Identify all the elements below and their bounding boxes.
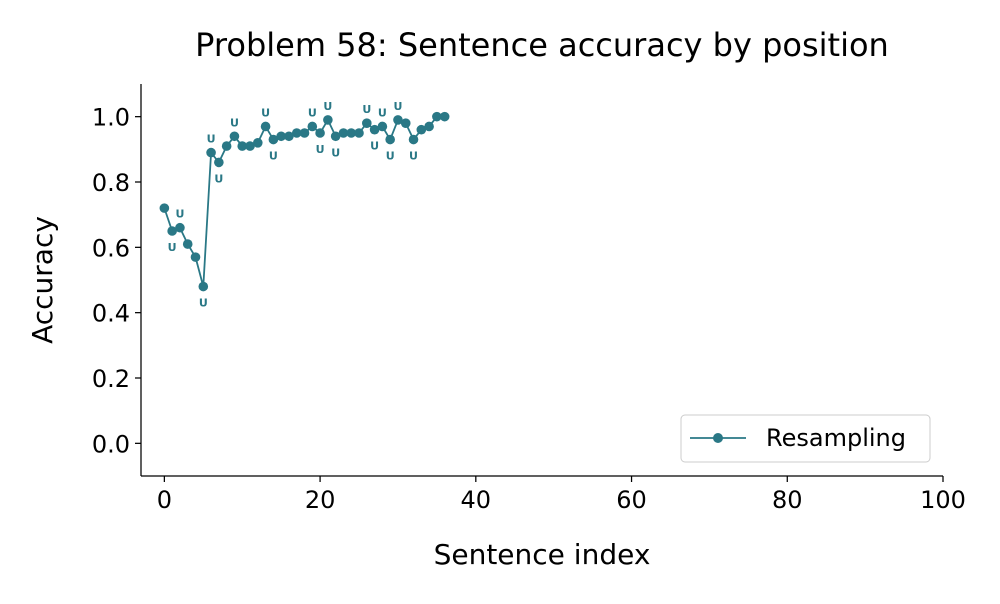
legend: Resampling	[680, 414, 931, 463]
data-point	[198, 281, 209, 292]
data-point	[268, 134, 279, 145]
y-ticks: 0.0 0.2 0.4 0.6 0.8 1.0	[92, 104, 141, 458]
data-point	[307, 121, 318, 132]
data-point	[182, 239, 193, 249]
point-annotation-label: U	[269, 150, 278, 163]
data-point	[323, 115, 333, 125]
legend-marker-swatch	[713, 433, 723, 443]
point-annotation-label: U	[378, 106, 387, 119]
y-tick-label: 1.0	[92, 104, 130, 132]
point-annotation-label: U	[214, 172, 223, 185]
data-point	[439, 111, 450, 122]
y-axis-label: Accuracy	[26, 216, 59, 344]
data-point	[291, 128, 302, 138]
x-axis-label: Sentence index	[434, 538, 651, 571]
point-annotation-label: U	[168, 241, 177, 254]
data-point	[245, 141, 255, 151]
point-annotation-label: U	[386, 150, 395, 163]
y-tick-label: 0.4	[92, 300, 130, 328]
x-tick-label: 0	[157, 486, 172, 514]
data-point	[354, 128, 364, 138]
data-point	[175, 222, 185, 233]
point-annotation-label: U	[261, 106, 270, 119]
x-tick-label: 40	[461, 486, 492, 514]
data-point	[252, 138, 263, 148]
point-annotation-label: U	[393, 100, 402, 113]
data-point	[299, 128, 310, 138]
y-tick-label: 0.0	[92, 430, 130, 458]
x-ticks: 0 20 40 60 80 100	[157, 476, 966, 514]
data-point	[432, 111, 442, 122]
data-point	[237, 141, 248, 151]
legend-box	[680, 414, 931, 463]
data-point	[260, 121, 271, 132]
point-annotation-label: U	[308, 106, 317, 119]
x-tick-label: 60	[616, 486, 647, 514]
point-annotation-label: U	[175, 208, 184, 221]
y-tick-label: 0.2	[92, 365, 130, 393]
data-point	[346, 128, 357, 138]
data-point	[377, 121, 388, 132]
point-annotation-label: U	[362, 103, 371, 116]
data-point	[221, 141, 232, 151]
axes	[140, 84, 943, 477]
point-annotation-label: U	[370, 140, 379, 153]
point-annotation-label: U	[316, 143, 325, 156]
data-point	[424, 121, 434, 132]
point-annotation-label: U	[323, 100, 332, 113]
y-tick-label: 0.6	[92, 234, 130, 262]
data-point	[315, 128, 325, 138]
chart-title: Problem 58: Sentence accuracy by positio…	[195, 26, 889, 64]
data-point	[338, 128, 349, 138]
point-annotation-label: U	[409, 150, 418, 163]
data-point	[393, 115, 403, 125]
point-annotation-label: U	[331, 146, 340, 159]
x-tick-label: 20	[305, 486, 336, 514]
x-tick-label: 80	[772, 486, 803, 514]
data-point	[330, 131, 341, 142]
data-point	[385, 134, 395, 145]
data-point	[276, 131, 286, 142]
point-annotation-label: U	[207, 133, 216, 146]
data-point	[206, 147, 216, 158]
data-point	[362, 118, 372, 128]
data-point	[400, 118, 411, 128]
point-annotation-label: U	[230, 116, 239, 129]
data-point	[284, 131, 294, 142]
data-point	[190, 252, 201, 262]
data-point	[229, 131, 240, 142]
x-tick-label: 100	[920, 486, 966, 514]
data-point	[408, 134, 419, 145]
point-annotation-label: U	[199, 297, 208, 310]
data-point	[416, 124, 427, 135]
data-point	[167, 226, 177, 236]
y-tick-label: 0.8	[92, 169, 130, 197]
data-point	[369, 124, 380, 135]
series-markers	[159, 111, 450, 292]
legend-label: Resampling	[766, 424, 906, 452]
data-point	[159, 203, 170, 213]
data-point	[214, 157, 224, 168]
